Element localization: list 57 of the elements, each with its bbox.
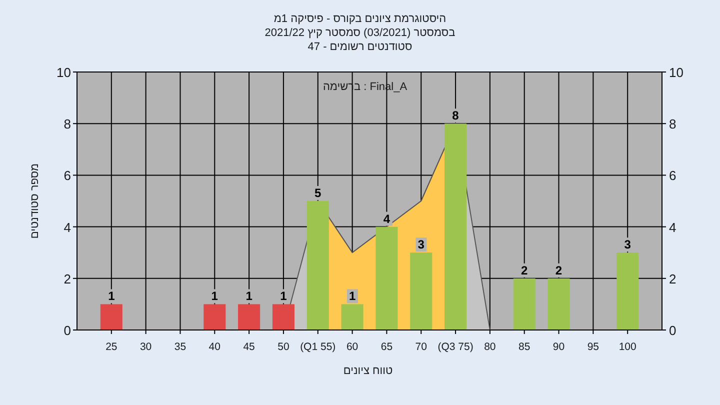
bar	[444, 124, 467, 330]
bar	[100, 304, 122, 330]
data-label: 1	[348, 289, 356, 304]
x-tick-label: 70	[415, 341, 428, 353]
x-tick-label: (Q1 55)	[300, 341, 336, 353]
y-tick-label: 0	[64, 323, 71, 338]
bar	[204, 304, 226, 330]
x-tick-label: 85	[518, 341, 530, 353]
bar	[513, 278, 536, 330]
y-tick-label: 2	[64, 271, 71, 286]
y-tick-label: 10	[56, 65, 71, 80]
x-tick-label: 80	[484, 341, 496, 353]
data-label: 4	[383, 212, 390, 226]
data-label: 1	[280, 289, 288, 304]
text: סטודנטים רשומים - 47	[308, 41, 412, 53]
data-label: 3	[418, 238, 425, 252]
x-tick-label: (Q3 75)	[438, 341, 474, 353]
data-label: 2	[521, 263, 528, 278]
bar	[272, 304, 294, 330]
x-tick-label: 60	[346, 341, 358, 353]
x-axis-title: טווח ציונים	[343, 365, 393, 377]
x-tick-label: 45	[243, 341, 256, 353]
y2-tick-label: 0	[669, 323, 676, 338]
data-label: 8	[452, 108, 460, 123]
x-tick-label: 65	[380, 341, 393, 353]
bar	[410, 252, 432, 330]
x-tick-label: 30	[140, 341, 152, 353]
bar	[616, 252, 639, 330]
y2-tick-label: 8	[669, 116, 676, 132]
y2-tick-label: 6	[669, 168, 676, 184]
data-label: 1	[246, 289, 253, 304]
y-axis-title: מספר סטודנטים	[29, 163, 41, 239]
x-tick-label: 50	[278, 341, 290, 353]
y-tick-label: 8	[64, 116, 71, 132]
data-label: 2	[555, 263, 562, 278]
chart-subtitle: בסמסטר (03/2021) סמסטר קיץ 2021/22	[264, 27, 456, 39]
data-label: 1	[108, 289, 116, 304]
data-label: 3	[624, 238, 632, 252]
chart-title: היסטוגרמת ציונים בקורס - פיסיקה 1מ	[274, 13, 446, 25]
x-tick-label: 100	[618, 341, 636, 353]
bar	[548, 278, 570, 330]
bar	[341, 304, 364, 330]
x-tick-label: 35	[174, 341, 186, 353]
x-tick-label: 95	[587, 341, 600, 353]
y-tick-label: 4	[64, 220, 71, 235]
bar	[238, 304, 260, 330]
bar	[306, 201, 329, 330]
y2-tick-label: 10	[669, 65, 684, 80]
y2-tick-label: 4	[669, 220, 676, 235]
x-tick-label: 40	[208, 341, 221, 353]
y-tick-label: 6	[64, 168, 71, 184]
x-tick-label: 25	[106, 341, 118, 353]
y2-tick-label: 2	[669, 271, 676, 286]
bar	[376, 226, 398, 330]
x-tick-label: 90	[552, 341, 565, 353]
data-label: 1	[211, 289, 218, 304]
data-label: 5	[314, 186, 322, 200]
